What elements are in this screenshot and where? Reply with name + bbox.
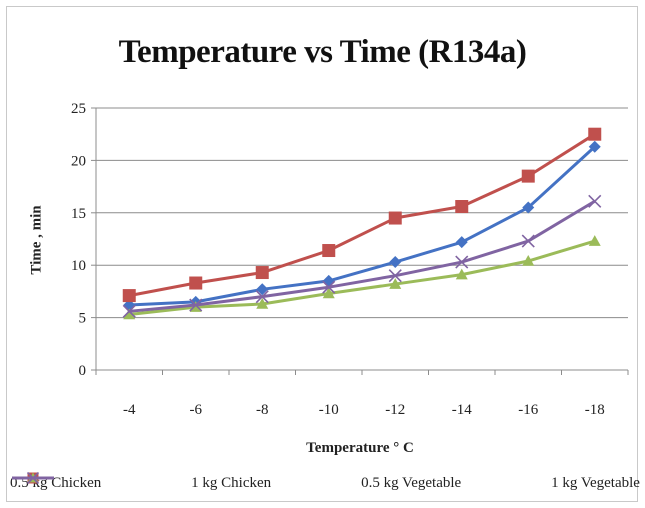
- legend-label: 1 kg Vegetable: [551, 474, 640, 491]
- y-tick-label: 15: [71, 206, 86, 222]
- data-point-0-5-kg-chicken: [522, 201, 535, 214]
- legend: 0.5 kg Chicken 1 kg Chicken 0.5 kg Vegetab…: [10, 470, 640, 496]
- data-point-1-kg-chicken: [521, 169, 535, 183]
- x-tick-label: -10: [319, 402, 339, 418]
- legend-label: 1 kg Chicken: [191, 474, 272, 491]
- x-tick-label: -18: [585, 402, 605, 418]
- x-tick-label: -14: [452, 402, 472, 418]
- legend-swatch: [12, 471, 54, 485]
- data-point-1-kg-vegetable: [388, 269, 402, 283]
- data-point-1-kg-chicken: [322, 244, 336, 258]
- data-point-0-5-kg-vegetable: [455, 268, 468, 280]
- data-point-0-5-kg-chicken: [455, 236, 468, 249]
- data-point-1-kg-vegetable: [521, 234, 535, 248]
- x-tick-label: -12: [385, 402, 405, 418]
- x-tick-label: -16: [518, 402, 538, 418]
- y-tick-label: 20: [71, 153, 86, 169]
- series-line-0-5-kg-vegetable: [129, 239, 596, 316]
- x-axis-label: Temperature ° C: [306, 440, 414, 456]
- data-point-1-kg-vegetable: [122, 304, 136, 318]
- legend-item-1-kg-vegetable: 1 kg Vegetable: [12, 471, 640, 492]
- data-point-0-5-kg-vegetable: [256, 297, 269, 309]
- data-point-0-5-kg-chicken: [588, 140, 601, 153]
- series-line-0-5-kg-chicken: [129, 145, 596, 307]
- data-point-0-5-kg-vegetable: [123, 308, 136, 320]
- series-line-1-kg-vegetable: [129, 199, 596, 313]
- legend-marker: [26, 471, 40, 485]
- data-point-0-5-kg-vegetable: [322, 287, 335, 299]
- data-point-1-kg-vegetable: [588, 194, 602, 208]
- data-point-1-kg-vegetable: [189, 298, 203, 312]
- x-tick-label: -8: [256, 402, 269, 418]
- x-tick-label: -4: [123, 402, 136, 418]
- data-point-0-5-kg-vegetable: [389, 278, 402, 289]
- y-tick-label: 0: [79, 363, 87, 379]
- data-point-0-5-kg-chicken: [389, 256, 402, 269]
- legend-label: 0.5 kg Vegetable: [361, 474, 462, 491]
- data-point-1-kg-chicken: [588, 127, 602, 141]
- data-point-1-kg-chicken: [388, 211, 402, 225]
- legend-item-0-5-kg-vegetable: 0.5 kg Vegetable: [12, 472, 462, 492]
- series-line-1-kg-chicken: [128, 132, 596, 298]
- y-tick-label: 5: [79, 311, 87, 327]
- data-point-1-kg-chicken: [189, 276, 203, 290]
- data-point-1-kg-vegetable: [322, 280, 336, 294]
- data-point-1-kg-chicken: [455, 200, 469, 214]
- data-point-0-5-kg-chicken: [256, 283, 269, 296]
- data-point-0-5-kg-vegetable: [588, 235, 601, 246]
- y-tick-label: 25: [71, 101, 86, 117]
- data-point-1-kg-chicken: [122, 289, 136, 303]
- legend-item-1-kg-chicken: 1 kg Chicken: [12, 472, 272, 492]
- data-point-1-kg-vegetable: [455, 255, 469, 269]
- y-tick-label: 10: [71, 258, 86, 274]
- chart-title: Temperature vs Time (R134a): [118, 34, 527, 70]
- data-point-1-kg-chicken: [255, 266, 269, 280]
- data-point-1-kg-vegetable: [255, 290, 269, 304]
- data-point-0-5-kg-vegetable: [522, 255, 535, 266]
- x-tick-label: -6: [190, 402, 203, 418]
